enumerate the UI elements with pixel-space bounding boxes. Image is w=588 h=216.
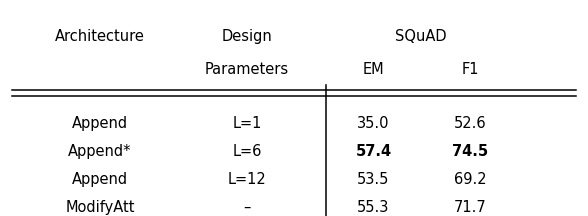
Text: 55.3: 55.3 xyxy=(357,200,390,215)
Text: –: – xyxy=(243,200,250,215)
Text: L=6: L=6 xyxy=(232,144,262,159)
Text: 35.0: 35.0 xyxy=(357,116,390,131)
Text: F1: F1 xyxy=(462,62,479,77)
Text: SQuAD: SQuAD xyxy=(395,29,446,44)
Text: Parameters: Parameters xyxy=(205,62,289,77)
Text: 74.5: 74.5 xyxy=(452,144,489,159)
Text: 57.4: 57.4 xyxy=(355,144,392,159)
Text: Append: Append xyxy=(72,116,128,131)
Text: EM: EM xyxy=(363,62,384,77)
Text: Design: Design xyxy=(222,29,272,44)
Text: ModifyAtt: ModifyAtt xyxy=(65,200,135,215)
Text: Architecture: Architecture xyxy=(55,29,145,44)
Text: 69.2: 69.2 xyxy=(454,172,487,187)
Text: Append: Append xyxy=(72,172,128,187)
Text: 71.7: 71.7 xyxy=(454,200,487,215)
Text: L=12: L=12 xyxy=(228,172,266,187)
Text: Append*: Append* xyxy=(68,144,132,159)
Text: 52.6: 52.6 xyxy=(454,116,487,131)
Text: 53.5: 53.5 xyxy=(357,172,390,187)
Text: L=1: L=1 xyxy=(232,116,262,131)
